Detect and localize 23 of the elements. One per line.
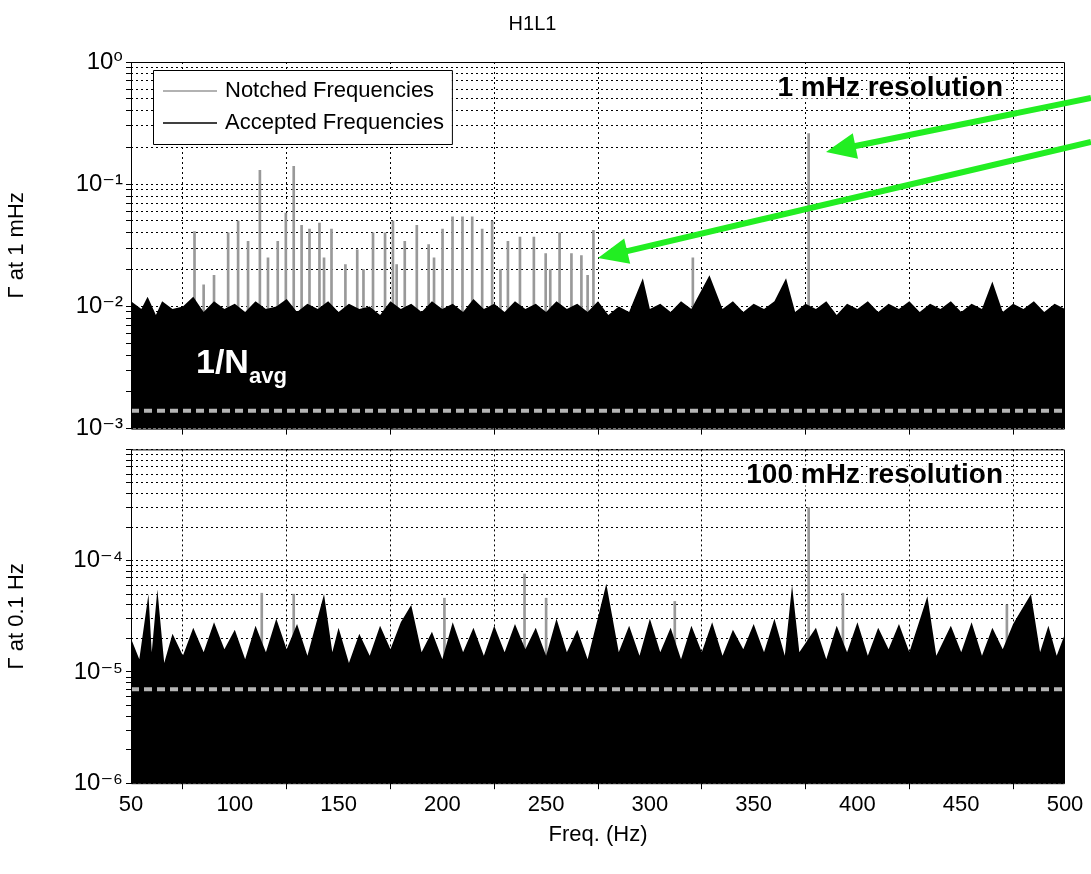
y-tick-label: 10⁻⁵: [73, 656, 123, 684]
y-tick-label: 10⁰: [86, 46, 123, 74]
x-tick-label: 250: [527, 791, 565, 817]
x-tick-label: 350: [735, 791, 773, 817]
y-tick-label: 10⁻⁴: [73, 545, 123, 573]
legend-label: Accepted Frequencies: [225, 109, 444, 135]
x-axis-title: Freq. (Hz): [548, 820, 648, 846]
y-axis-title: Γ at 1 mHz: [3, 192, 29, 299]
chart-title: H1L1: [508, 11, 557, 34]
x-tick-label: 200: [423, 791, 461, 817]
x-tick-label: 300: [631, 791, 669, 817]
y-axis-title: Γ at 0.1 Hz: [3, 563, 29, 670]
y-tick-label: 10⁻¹: [75, 168, 123, 196]
x-tick-label: 400: [839, 791, 876, 817]
x-tick-label: 450: [942, 791, 980, 817]
x-tick-label: 100: [216, 791, 254, 817]
x-tick-label: 150: [320, 791, 357, 817]
annotation: 1 mHz resolution: [777, 70, 1003, 102]
y-tick-label: 10⁻²: [75, 291, 123, 319]
legend-label: Notched Frequencies: [225, 77, 435, 103]
y-tick-label: 10⁻³: [75, 413, 123, 441]
annotation: 100 mHz resolution: [746, 458, 1003, 490]
x-tick-label: 500: [1046, 791, 1084, 817]
